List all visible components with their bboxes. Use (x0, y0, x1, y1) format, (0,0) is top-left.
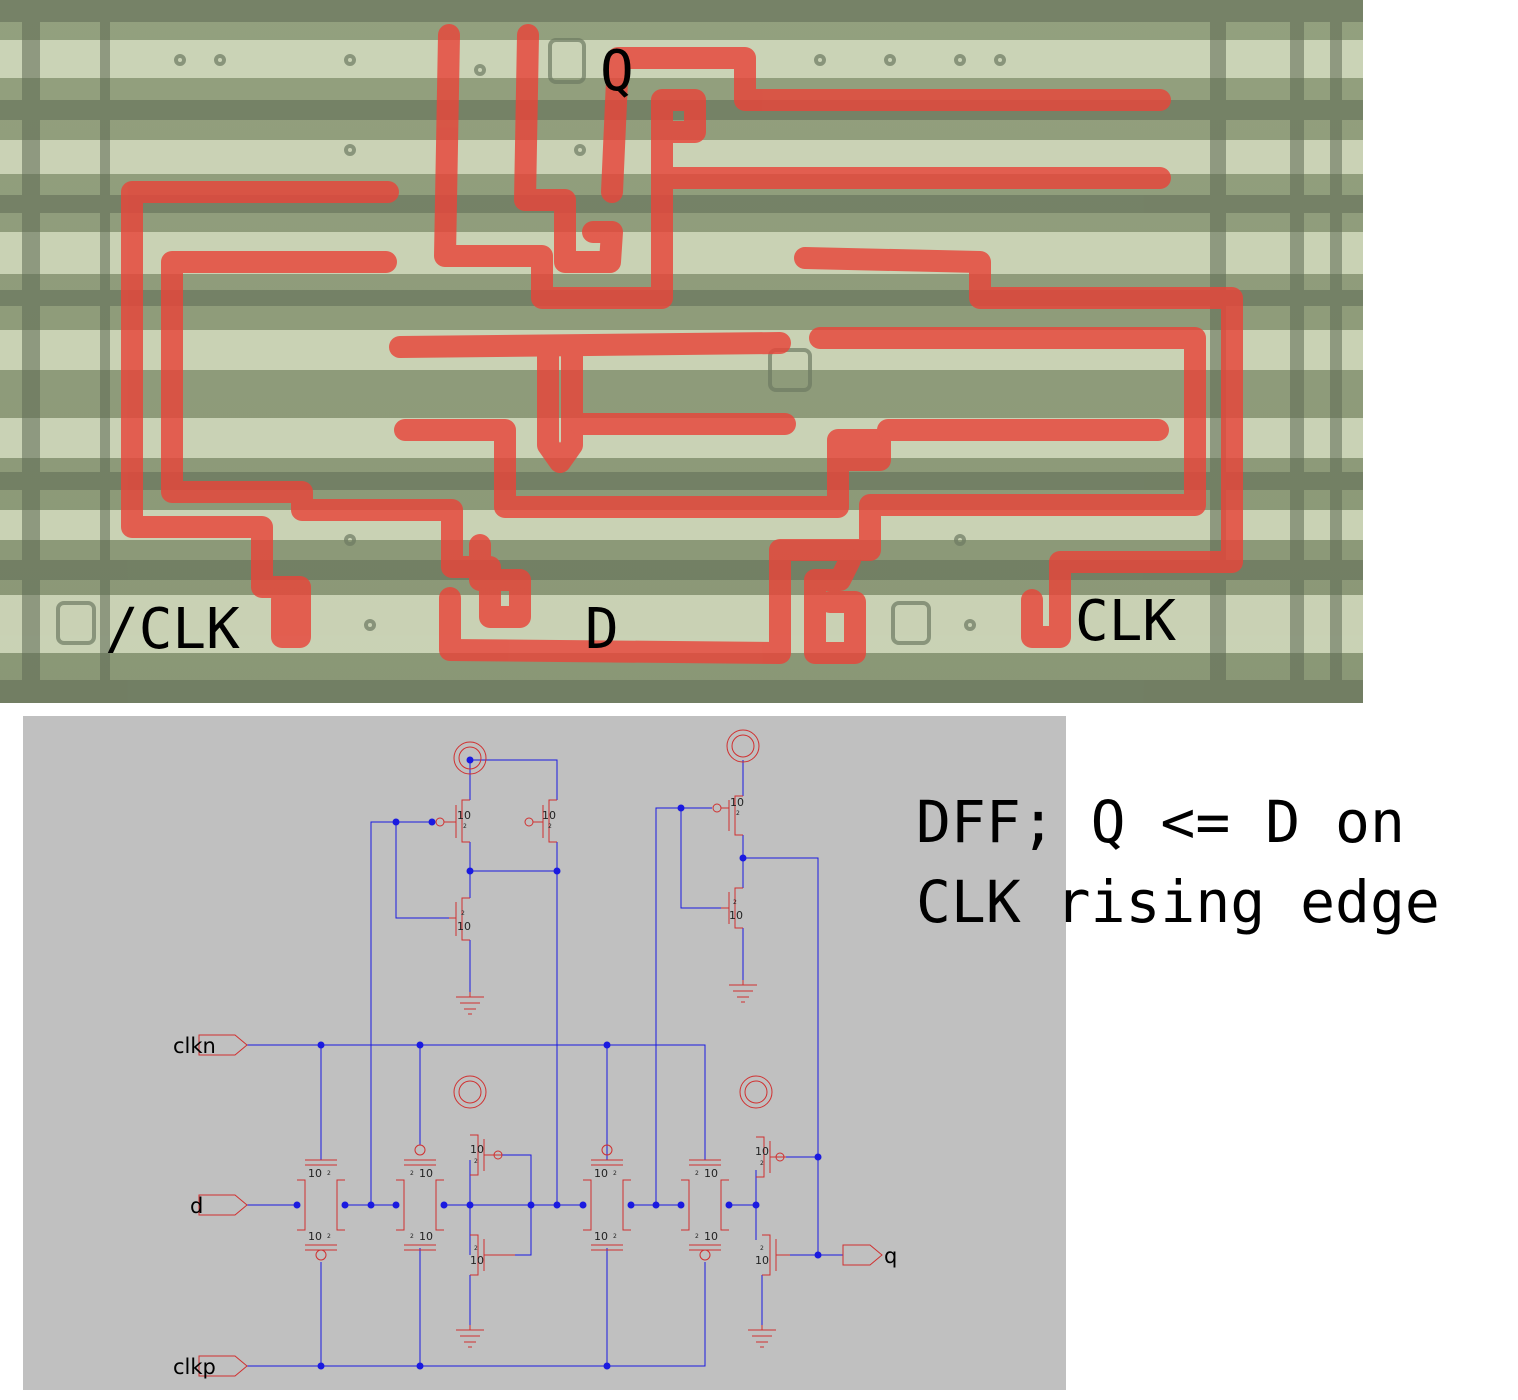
svg-text:10: 10 (470, 1143, 484, 1156)
clkp-pin-label: clkp (173, 1355, 216, 1379)
svg-text:2: 2 (463, 823, 467, 830)
svg-text:10: 10 (470, 1254, 484, 1267)
clkp-pin (198, 1355, 248, 1377)
caption-line-2: CLK rising edge (916, 868, 1440, 936)
d-pin (198, 1194, 248, 1216)
svg-text:2: 2 (327, 1233, 331, 1240)
ground-symbols (456, 980, 776, 1348)
caption: DFF; Q <= D on CLK rising edge (916, 782, 1516, 942)
svg-text:2: 2 (474, 1245, 478, 1252)
svg-text:10: 10 (542, 809, 556, 822)
svg-text:10: 10 (457, 809, 471, 822)
clk-label: CLK (1075, 589, 1176, 654)
svg-text:2: 2 (613, 1233, 617, 1240)
svg-text:10: 10 (419, 1167, 433, 1180)
svg-text:10: 10 (755, 1254, 769, 1267)
die-contacts (56, 38, 1006, 645)
svg-text:10: 10 (755, 1145, 769, 1158)
clk-n-label: /CLK (105, 597, 240, 662)
svg-text:2: 2 (613, 1170, 617, 1177)
caption-line-1: DFF; Q <= D on (916, 788, 1405, 856)
tgate-4 (681, 1159, 729, 1261)
svg-text:10: 10 (457, 920, 471, 933)
svg-text:2: 2 (410, 1233, 414, 1240)
q-label: Q (600, 39, 634, 104)
tgate-2 (396, 1144, 444, 1251)
svg-text:10: 10 (308, 1167, 322, 1180)
d-pin-label: d (190, 1194, 203, 1218)
q-pin-label: q (884, 1244, 897, 1268)
junction-dots (293, 756, 822, 1370)
svg-text:10: 10 (730, 796, 744, 809)
transistors (435, 795, 790, 1276)
svg-text:2: 2 (736, 810, 740, 817)
svg-text:2: 2 (733, 899, 737, 906)
svg-text:10: 10 (704, 1167, 718, 1180)
svg-text:10: 10 (308, 1230, 322, 1243)
svg-text:2: 2 (474, 1158, 478, 1165)
svg-text:2: 2 (760, 1160, 764, 1167)
tgate-1 (297, 1159, 345, 1261)
svg-text:10: 10 (419, 1230, 433, 1243)
device-size-labels: 10 2 10 2 2 10 10 2 2 10 10 2 2 10 10 2 … (308, 796, 769, 1267)
svg-text:2: 2 (695, 1170, 699, 1177)
vdd-symbols (453, 729, 773, 1109)
svg-text:10: 10 (594, 1167, 608, 1180)
pins (198, 1034, 883, 1377)
schematic: 10 2 10 2 2 10 10 2 2 10 10 2 2 10 10 2 … (23, 716, 1066, 1390)
svg-text:10: 10 (704, 1230, 718, 1243)
clkn-pin-label: clkn (173, 1034, 216, 1058)
q-pin (842, 1244, 883, 1266)
die-photo: Q /CLK D CLK (0, 0, 1363, 703)
schematic-background (23, 716, 1066, 1390)
svg-text:2: 2 (548, 823, 552, 830)
svg-text:2: 2 (695, 1233, 699, 1240)
clkn-pin (198, 1034, 248, 1056)
transmission-gates (297, 1144, 729, 1261)
svg-text:10: 10 (594, 1230, 608, 1243)
svg-text:2: 2 (327, 1170, 331, 1177)
d-label: D (585, 597, 619, 662)
tgate-3 (583, 1144, 631, 1251)
svg-text:2: 2 (410, 1170, 414, 1177)
svg-text:10: 10 (729, 909, 743, 922)
svg-text:2: 2 (760, 1245, 764, 1252)
svg-text:2: 2 (461, 910, 465, 917)
trace-overlay (121, 24, 1243, 664)
